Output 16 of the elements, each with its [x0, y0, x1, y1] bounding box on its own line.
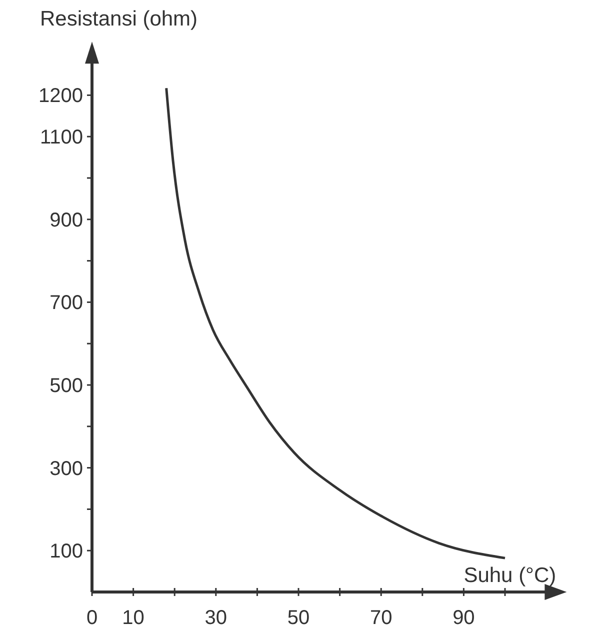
- x-tick-label: 10: [122, 607, 144, 629]
- x-tick-label: 30: [204, 607, 228, 629]
- y-tick-label: 700: [50, 292, 83, 314]
- y-tick-label: 100: [50, 540, 83, 563]
- x-tick-label: 50: [287, 607, 310, 629]
- x-tick-label: 0: [86, 607, 98, 629]
- y-tick-label: 500: [50, 375, 83, 397]
- y-tick-label: 900: [50, 209, 83, 232]
- x-tick-label: 90: [452, 607, 475, 629]
- y-tick-label: 300: [50, 458, 83, 480]
- y-axis-title: Resistansi (ohm): [40, 8, 198, 31]
- x-tick-label: 70: [370, 607, 392, 629]
- y-tick-label: 1100: [40, 126, 83, 149]
- line-series: [165, 86, 506, 560]
- x-axis-title: Suhu (°C): [464, 564, 556, 587]
- y-tick-label: 1200: [38, 85, 83, 108]
